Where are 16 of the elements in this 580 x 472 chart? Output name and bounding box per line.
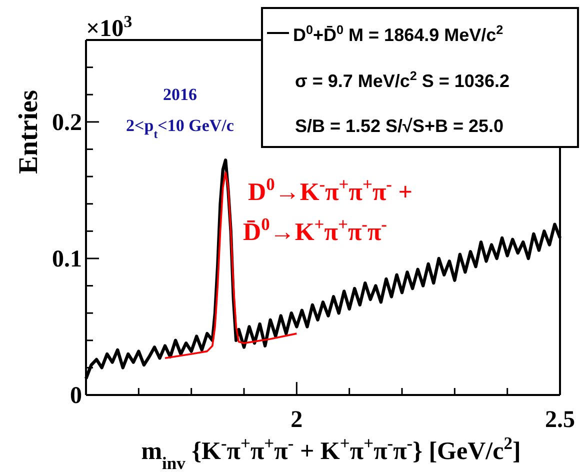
y-tick-label: 0.2 (52, 110, 82, 136)
line-series (84, 158, 562, 380)
x-tick-label: 2 (290, 407, 303, 433)
y-tick-label: 0.1 (52, 246, 82, 272)
legend-label: D$^{0}$+D̄$^{0}$ M = 1864.9 MeV/c$^{2}$ (293, 23, 504, 45)
annotation: σ = 9.7 MeV/c$^{2}$ S = 1036.2 (295, 69, 510, 91)
y-tick-label: 0 (70, 383, 82, 409)
y-axis-title: Entries (13, 90, 43, 174)
annotation: 2016 (163, 85, 197, 104)
annotation: 2<p$_{t}$<10 GeV/c (126, 116, 234, 141)
text: D̄$^{0}$→K$^{+}$π$^{+}$π$^{-}$π$^{-}$ (243, 214, 387, 246)
annotation: S/B = 1.52 S/√S+B = 25.0 (295, 116, 504, 136)
x-tick-label: 2.5 (545, 407, 575, 433)
text: D$^{0}$→K$^{-}$π$^{+}$π$^{+}$π$^{-}$ + (248, 174, 412, 206)
annotation: ×10$^{3}$ (86, 12, 132, 42)
text: m$_{inv}$ {K$^{-}$π$^{+}$π$^{+}$π$^{-}$ + K$^{+}$π$^{+}$π$^{-}$π$^{-}$} [GeV/c$^{2}$] (141, 433, 521, 472)
